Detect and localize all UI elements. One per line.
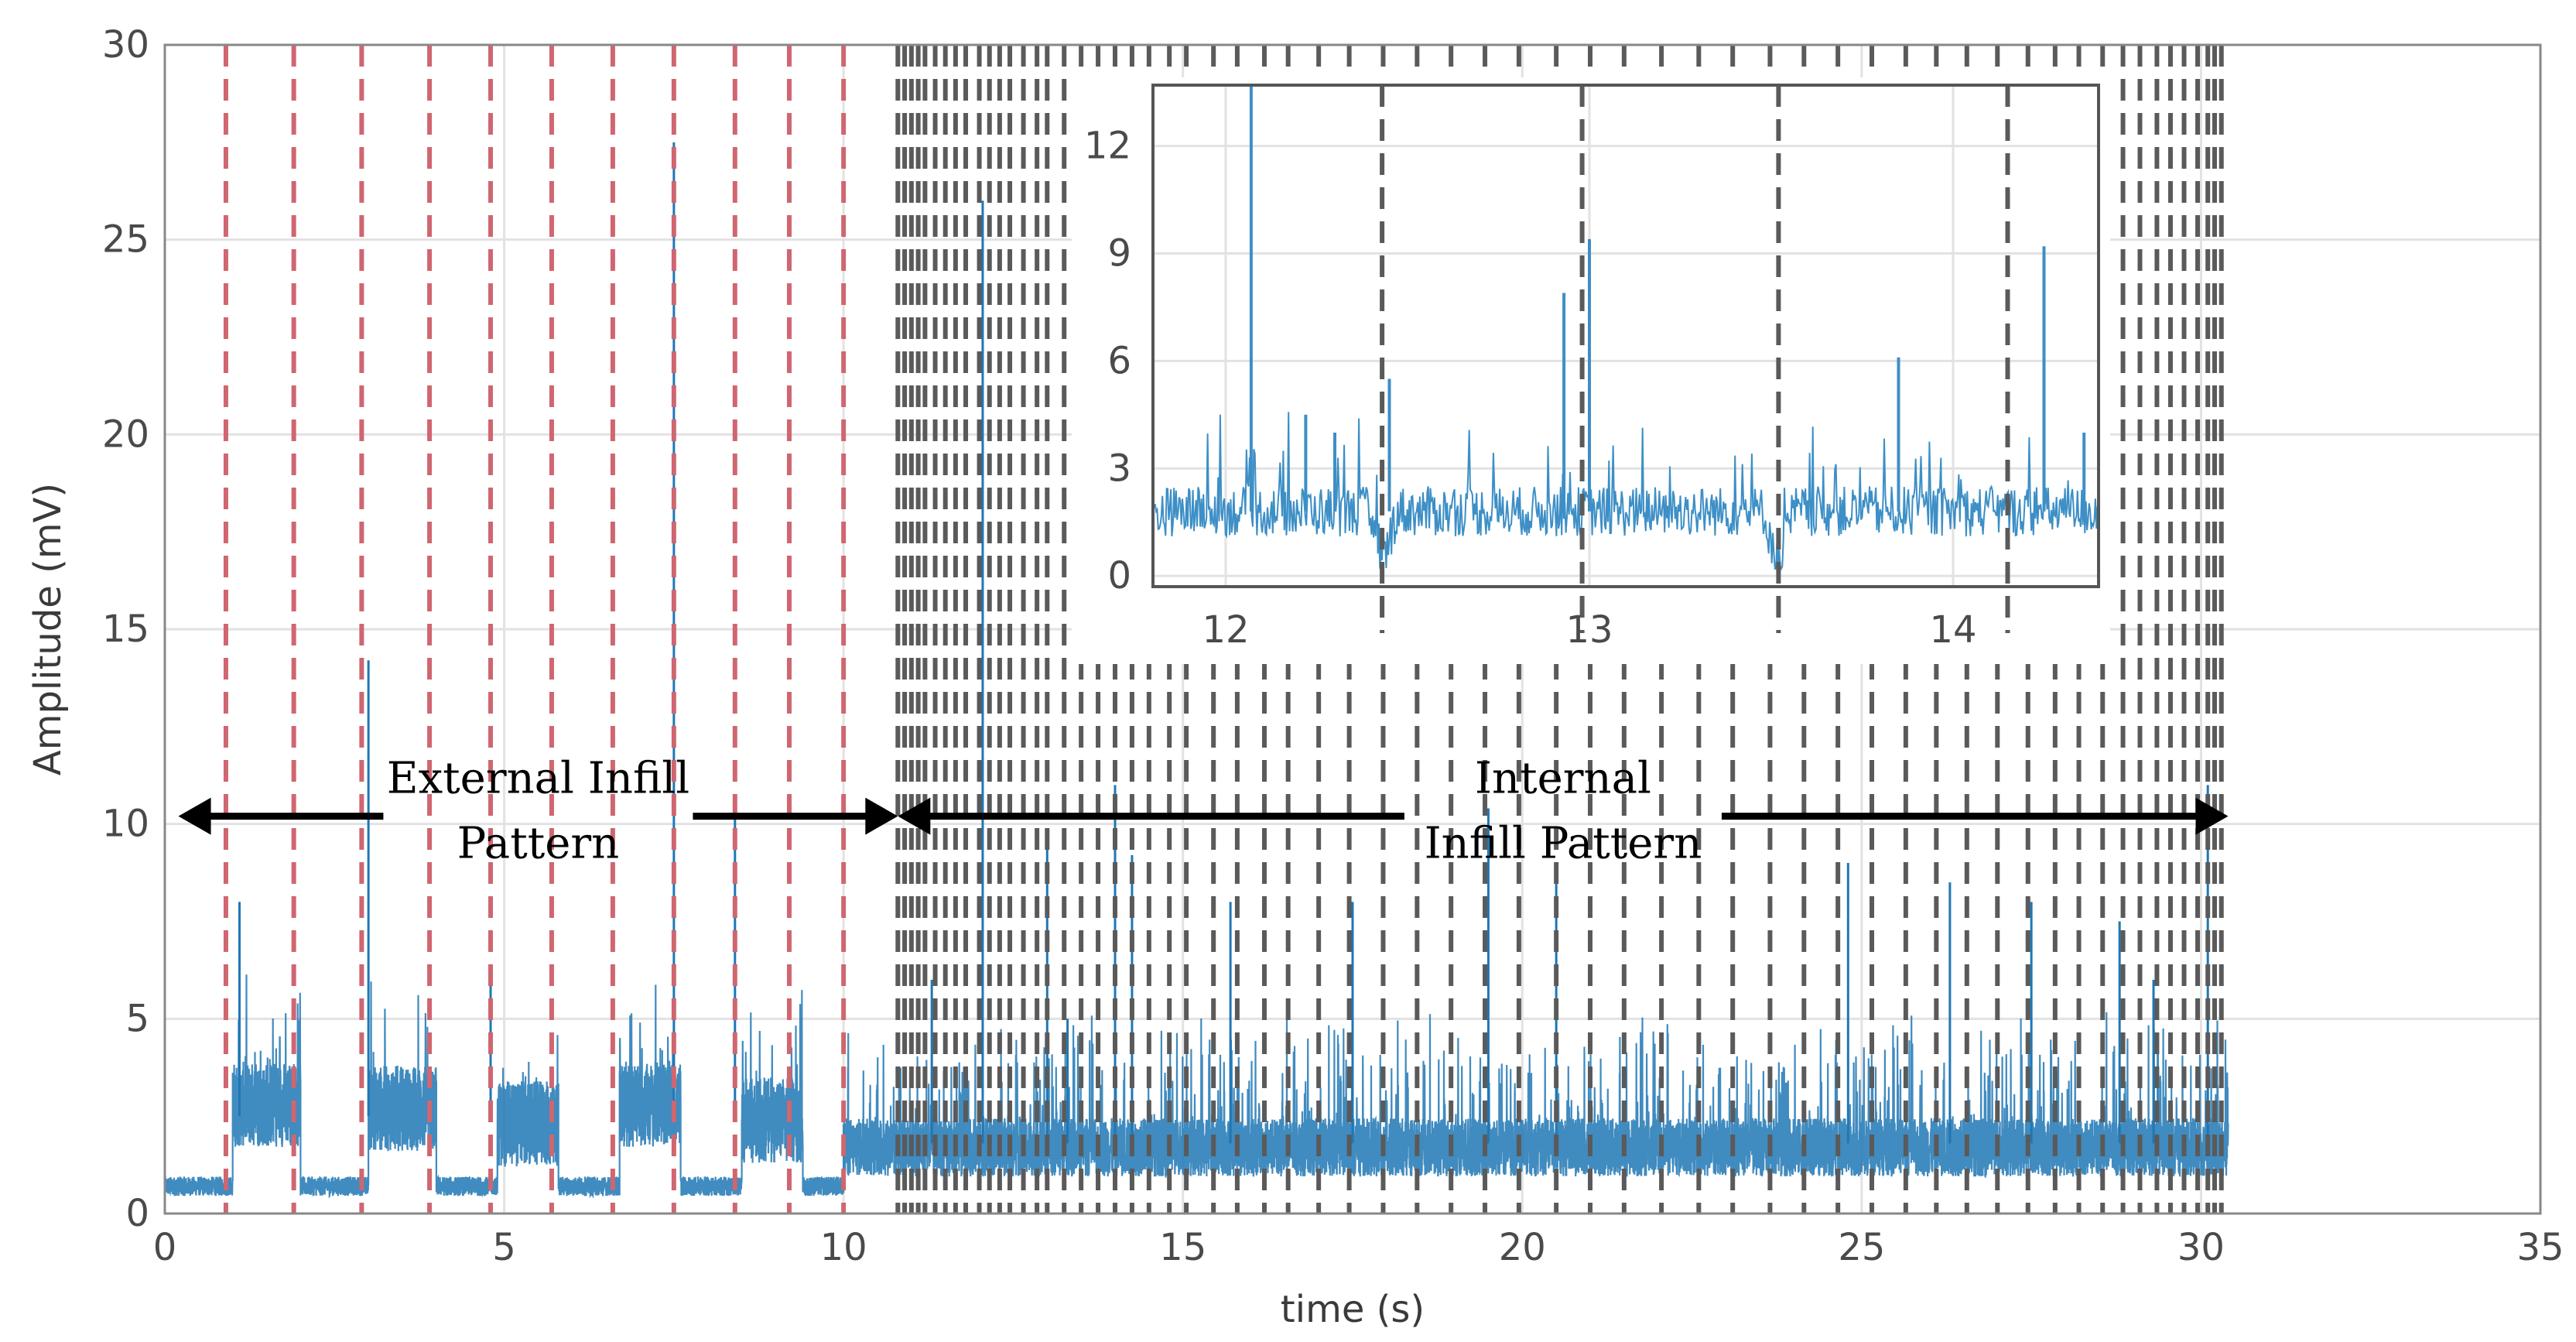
annotation-arrowhead-left xyxy=(178,797,211,835)
x-tick-label: 15 xyxy=(1159,1226,1206,1269)
annotation-text: Internal xyxy=(1475,754,1651,804)
y-tick-label: 5 xyxy=(125,997,149,1040)
x-tick-label: 20 xyxy=(1499,1226,1546,1269)
x-axis-label: time (s) xyxy=(1281,1288,1425,1331)
annotation-arrowhead-left xyxy=(898,797,931,835)
x-tick-label: 35 xyxy=(2516,1226,2564,1269)
annotation-text: Infill Pattern xyxy=(1425,819,1702,869)
inset-y-tick-label: 6 xyxy=(1107,339,1131,382)
inset-boundary-lines xyxy=(1380,85,2010,633)
inset-y-tick-label: 9 xyxy=(1107,232,1131,276)
inset-x-tick-label: 13 xyxy=(1565,608,1613,652)
annotation-text: External Infill xyxy=(387,754,689,804)
inset-y-tick-label: 3 xyxy=(1107,447,1131,490)
inset-plot-frame xyxy=(1151,84,2100,588)
inset-y-tick-label: 0 xyxy=(1107,554,1131,597)
x-tick-label: 5 xyxy=(492,1226,516,1269)
inset-signal-line xyxy=(1152,412,2099,571)
annotation-arrowhead-right xyxy=(2195,797,2229,835)
inset-tick-labels: 12 13 14 0 3 6 9 12 xyxy=(1084,125,1977,652)
y-tick-label: 25 xyxy=(102,218,149,262)
x-tick-label: 25 xyxy=(1838,1226,1885,1269)
x-tick-label: 0 xyxy=(153,1226,177,1269)
y-tick-label: 10 xyxy=(102,803,149,846)
inset-y-tick-label: 12 xyxy=(1084,125,1131,168)
annotations: External Infill Pattern Internal Infill Pat… xyxy=(178,754,2229,869)
annotation-arrowhead-right xyxy=(865,797,898,835)
inset-x-tick-label: 12 xyxy=(1202,608,1249,652)
inset-signal-series xyxy=(1152,85,2099,571)
y-tick-label: 0 xyxy=(125,1192,149,1235)
x-tick-label: 10 xyxy=(820,1226,867,1269)
x-tick-label: 30 xyxy=(2177,1226,2225,1269)
y-tick-label: 30 xyxy=(102,23,149,67)
y-tick-label: 15 xyxy=(102,608,149,651)
y-tick-label: 20 xyxy=(102,413,149,456)
y-axis-label: Amplitude (mV) xyxy=(26,483,70,775)
inset-x-tick-label: 14 xyxy=(1929,608,1976,652)
main-plot-frame xyxy=(163,43,2542,1215)
signal-line xyxy=(163,974,2229,1199)
annotation-text: Pattern xyxy=(457,819,620,869)
